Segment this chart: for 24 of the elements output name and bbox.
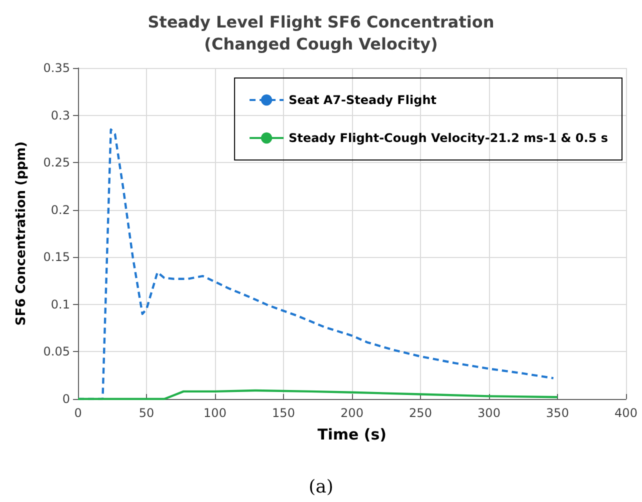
x-tick-label: 50 xyxy=(138,406,154,420)
y-tick-label: 0.2 xyxy=(50,202,70,217)
x-tick-label: 150 xyxy=(272,406,295,420)
y-axis-title: SF6 Concentration (ppm) xyxy=(14,141,29,326)
x-tick-label: 200 xyxy=(340,406,364,420)
chart-title: Steady Level Flight SF6 Concentration (Changed Cough Velocity) xyxy=(148,12,494,54)
x-tick-label: 350 xyxy=(546,406,569,420)
y-tick-label: 0.15 xyxy=(43,250,70,264)
legend-label: Seat A7-Steady Flight xyxy=(288,93,437,107)
y-tick-label: 0.05 xyxy=(43,344,70,359)
y-tick-label: 0 xyxy=(62,392,70,406)
y-tick-label: 0.3 xyxy=(50,108,70,122)
x-tick-label: 100 xyxy=(204,406,226,420)
legend-label: Steady Flight-Cough Velocity-21.2 ms-1 & 0.5 s xyxy=(288,131,608,145)
x-tick-label: 0 xyxy=(74,406,82,420)
x-tick-label: 400 xyxy=(614,406,638,420)
x-tick-label: 300 xyxy=(478,406,500,420)
y-tick-label: 0.25 xyxy=(43,156,70,170)
x-tick-label: 250 xyxy=(409,406,432,420)
x-axis-title: Time (s) xyxy=(317,426,387,444)
y-tick-label: 0.1 xyxy=(50,297,70,312)
text: (a) xyxy=(308,476,334,498)
y-tick-label: 0.35 xyxy=(43,61,70,75)
line-series xyxy=(76,389,559,400)
